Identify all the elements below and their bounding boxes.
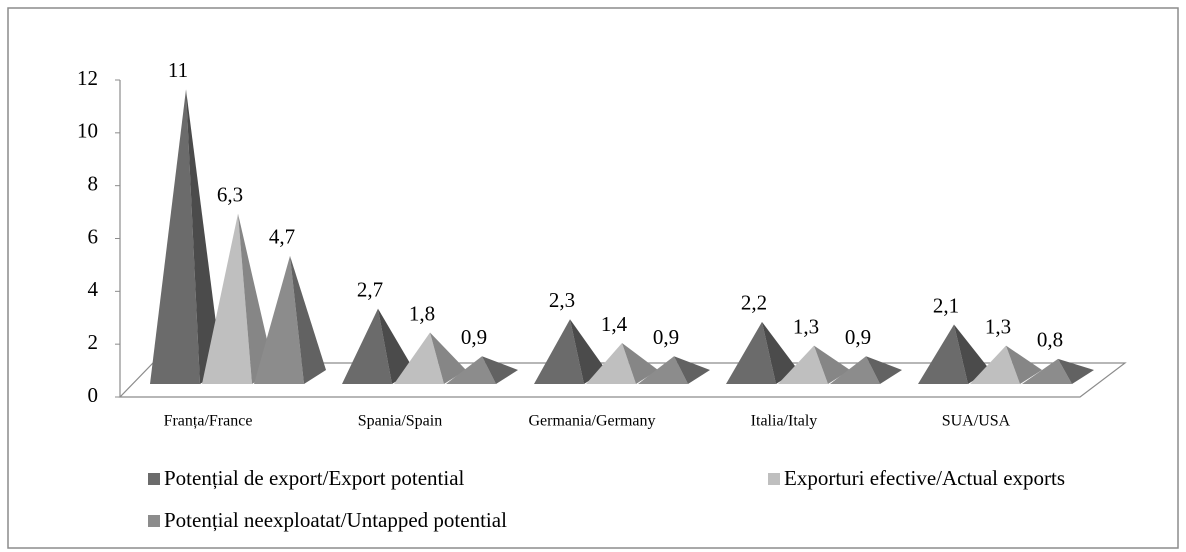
pyramid-front — [446, 356, 496, 384]
pyramid-front — [726, 321, 776, 384]
value-label: 1,8 — [409, 301, 435, 325]
pyramid-side — [238, 213, 274, 384]
legend-swatch — [148, 473, 160, 485]
y-tick-label: 12 — [77, 66, 98, 90]
x-tick-label: Franța/France — [164, 413, 253, 430]
value-label: 6,3 — [217, 182, 243, 206]
value-label: 1,3 — [985, 314, 1011, 338]
pyramid — [638, 356, 710, 384]
pyramid-side — [482, 356, 518, 384]
value-label: 0,8 — [1037, 328, 1063, 352]
pyramid — [830, 356, 902, 384]
value-label: 11 — [168, 58, 188, 82]
pyramid-front — [778, 345, 828, 384]
pyramid-front — [202, 213, 252, 384]
legend-label: Potențial neexploatat/Untapped potential — [164, 508, 507, 532]
x-tick-label: Germania/Germany — [528, 413, 655, 430]
pyramid-front — [394, 332, 444, 384]
pyramid — [918, 324, 990, 384]
pyramid — [586, 343, 658, 384]
pyramid-side — [954, 324, 990, 384]
y-tick-label: 0 — [88, 383, 99, 407]
pyramid — [150, 89, 222, 385]
y-tick-label: 2 — [88, 330, 99, 354]
x-tick-label: SUA/USA — [942, 413, 1011, 430]
pyramid — [778, 345, 850, 384]
pyramid — [202, 213, 274, 384]
x-tick-label: Italia/Italy — [751, 413, 818, 430]
pyramid — [970, 345, 1042, 384]
value-label: 2,2 — [741, 291, 767, 315]
pyramid — [254, 255, 326, 384]
value-label: 2,7 — [357, 277, 383, 301]
value-label: 1,3 — [793, 314, 819, 338]
pyramid-side — [674, 356, 710, 384]
pyramid-side — [1058, 358, 1094, 384]
pyramid-side — [866, 356, 902, 384]
pyramid-front — [830, 356, 880, 384]
pyramid — [342, 308, 414, 384]
pyramid-side — [570, 319, 606, 384]
legend-label: Potențial de export/Export potential — [164, 466, 465, 490]
pyramid-front — [534, 319, 584, 384]
value-label: 0,9 — [653, 325, 679, 349]
pyramid-front — [970, 345, 1020, 384]
y-tick-label: 10 — [77, 119, 98, 143]
value-label: 0,9 — [845, 325, 871, 349]
pyramid-side — [290, 255, 326, 384]
pyramid-side — [814, 345, 850, 384]
pyramid — [394, 332, 466, 384]
y-tick-label: 6 — [88, 224, 99, 248]
pyramid-front — [254, 255, 304, 384]
pyramid-side — [622, 343, 658, 384]
pyramid — [726, 321, 798, 384]
pyramid-front — [150, 89, 200, 385]
pyramid-side — [762, 321, 798, 384]
y-tick-label: 8 — [88, 171, 99, 195]
value-label: 1,4 — [601, 312, 628, 336]
pyramid-side — [1006, 345, 1042, 384]
value-label: 2,3 — [549, 288, 575, 312]
legend-swatch — [148, 515, 160, 527]
legend-swatch — [768, 473, 780, 485]
pyramid-front — [586, 343, 636, 384]
pyramid-side — [186, 89, 222, 385]
pyramid-side — [378, 308, 414, 384]
legend-label: Exporturi efective/Actual exports — [784, 466, 1065, 490]
value-label: 2,1 — [933, 293, 959, 317]
pyramid — [1022, 358, 1094, 384]
pyramid-front — [918, 324, 968, 384]
value-label: 4,7 — [269, 225, 295, 249]
pyramid-front — [342, 308, 392, 384]
pyramid-side — [430, 332, 466, 384]
pyramid — [446, 356, 518, 384]
value-label: 0,9 — [461, 325, 487, 349]
y-tick-label: 4 — [88, 277, 99, 301]
x-tick-label: Spania/Spain — [358, 413, 442, 430]
pyramid-front — [1022, 358, 1072, 384]
pyramid-front — [638, 356, 688, 384]
pyramid — [534, 319, 606, 384]
